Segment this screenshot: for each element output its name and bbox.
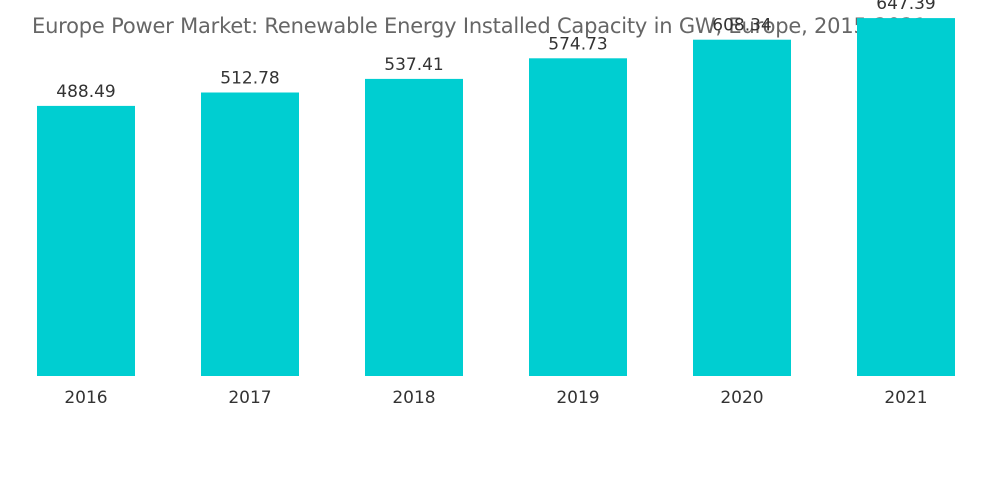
bar-2016 [37, 105, 135, 377]
x-tick-label-2017: 2017 [228, 388, 271, 408]
data-label-2019: 574.73 [548, 34, 607, 54]
bar-2021 [857, 18, 955, 376]
x-tick-label-2019: 2019 [556, 388, 599, 408]
data-label-2016: 488.49 [56, 82, 115, 102]
chart-title: Europe Power Market: Renewable Energy In… [32, 14, 927, 38]
x-tick-label-2021: 2021 [884, 388, 927, 408]
bar-2020 [693, 39, 791, 376]
data-label-2021: 647.39 [876, 0, 935, 14]
bar-2017 [201, 92, 299, 376]
x-tick-label-2020: 2020 [720, 388, 763, 408]
bar-2019 [529, 58, 627, 377]
bar-2018 [365, 78, 463, 377]
data-label-2018: 537.41 [384, 55, 443, 75]
x-tick-label-2016: 2016 [64, 388, 107, 408]
data-label-2020: 608.34 [712, 16, 771, 36]
data-label-2017: 512.78 [220, 69, 279, 89]
x-tick-label-2018: 2018 [392, 388, 435, 408]
